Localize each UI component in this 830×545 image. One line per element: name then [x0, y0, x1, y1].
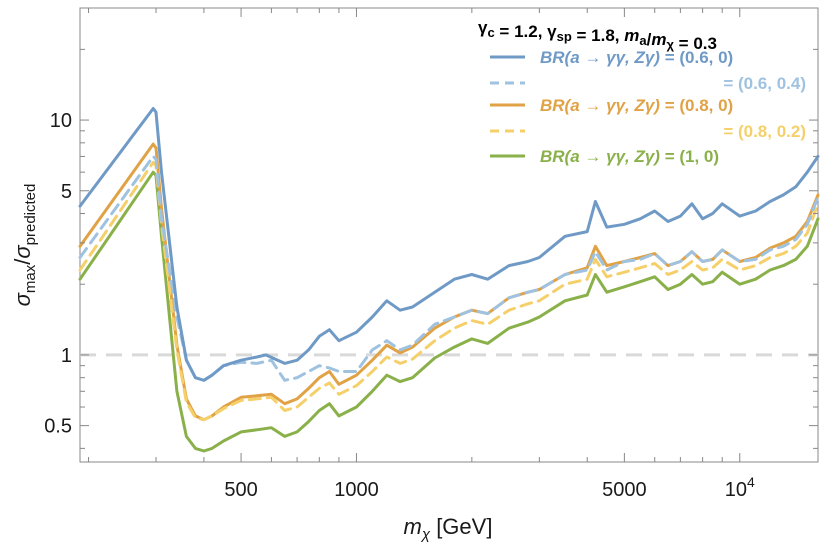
legend: γc = 1.2, γsp = 1.8, ma/mχ = 0.3BR(a → γ…: [478, 18, 806, 166]
x-tick-label: 5000: [602, 479, 647, 501]
legend-entry-5: BR(a → γγ, Zγ) = (1, 0): [540, 147, 719, 166]
x-tick-label: 500: [224, 479, 257, 501]
legend-header: γc = 1.2, γsp = 1.8, ma/mχ = 0.3: [478, 18, 717, 53]
series-layer: [78, 107, 820, 453]
y-tick-label: 0.5: [44, 416, 72, 438]
series-line-1: [78, 107, 820, 382]
legend-entry-2: = (0.6, 0.4): [723, 74, 806, 93]
y-tick-label: 1: [61, 345, 72, 367]
x-axis-label: mχ [GeV]: [404, 514, 493, 543]
series-line-5: [78, 170, 820, 453]
x-axis-ticks: 500 1000 5000 104: [88, 8, 755, 501]
plot-border: [79, 7, 819, 463]
legend-entry-4: = (0.8, 0.2): [723, 122, 806, 141]
series-line-2: [78, 154, 820, 382]
legend-entry-1: BR(a → γγ, Zγ) = (0.6, 0): [540, 48, 733, 67]
series-line-4: [78, 160, 820, 422]
y-tick-label: 10: [50, 110, 72, 132]
y-axis-label: σmax/σpredicted: [10, 184, 39, 307]
x-tick-label: 1000: [334, 479, 379, 501]
plot-frame: [79, 7, 819, 463]
legend-entry-3: BR(a → γγ, Zγ) = (0.8, 0): [540, 96, 733, 115]
x-tick-label: 104: [725, 474, 755, 501]
y-axis-ticks: 0.5 1 5 10: [44, 7, 818, 449]
y-tick-label: 5: [61, 181, 72, 203]
